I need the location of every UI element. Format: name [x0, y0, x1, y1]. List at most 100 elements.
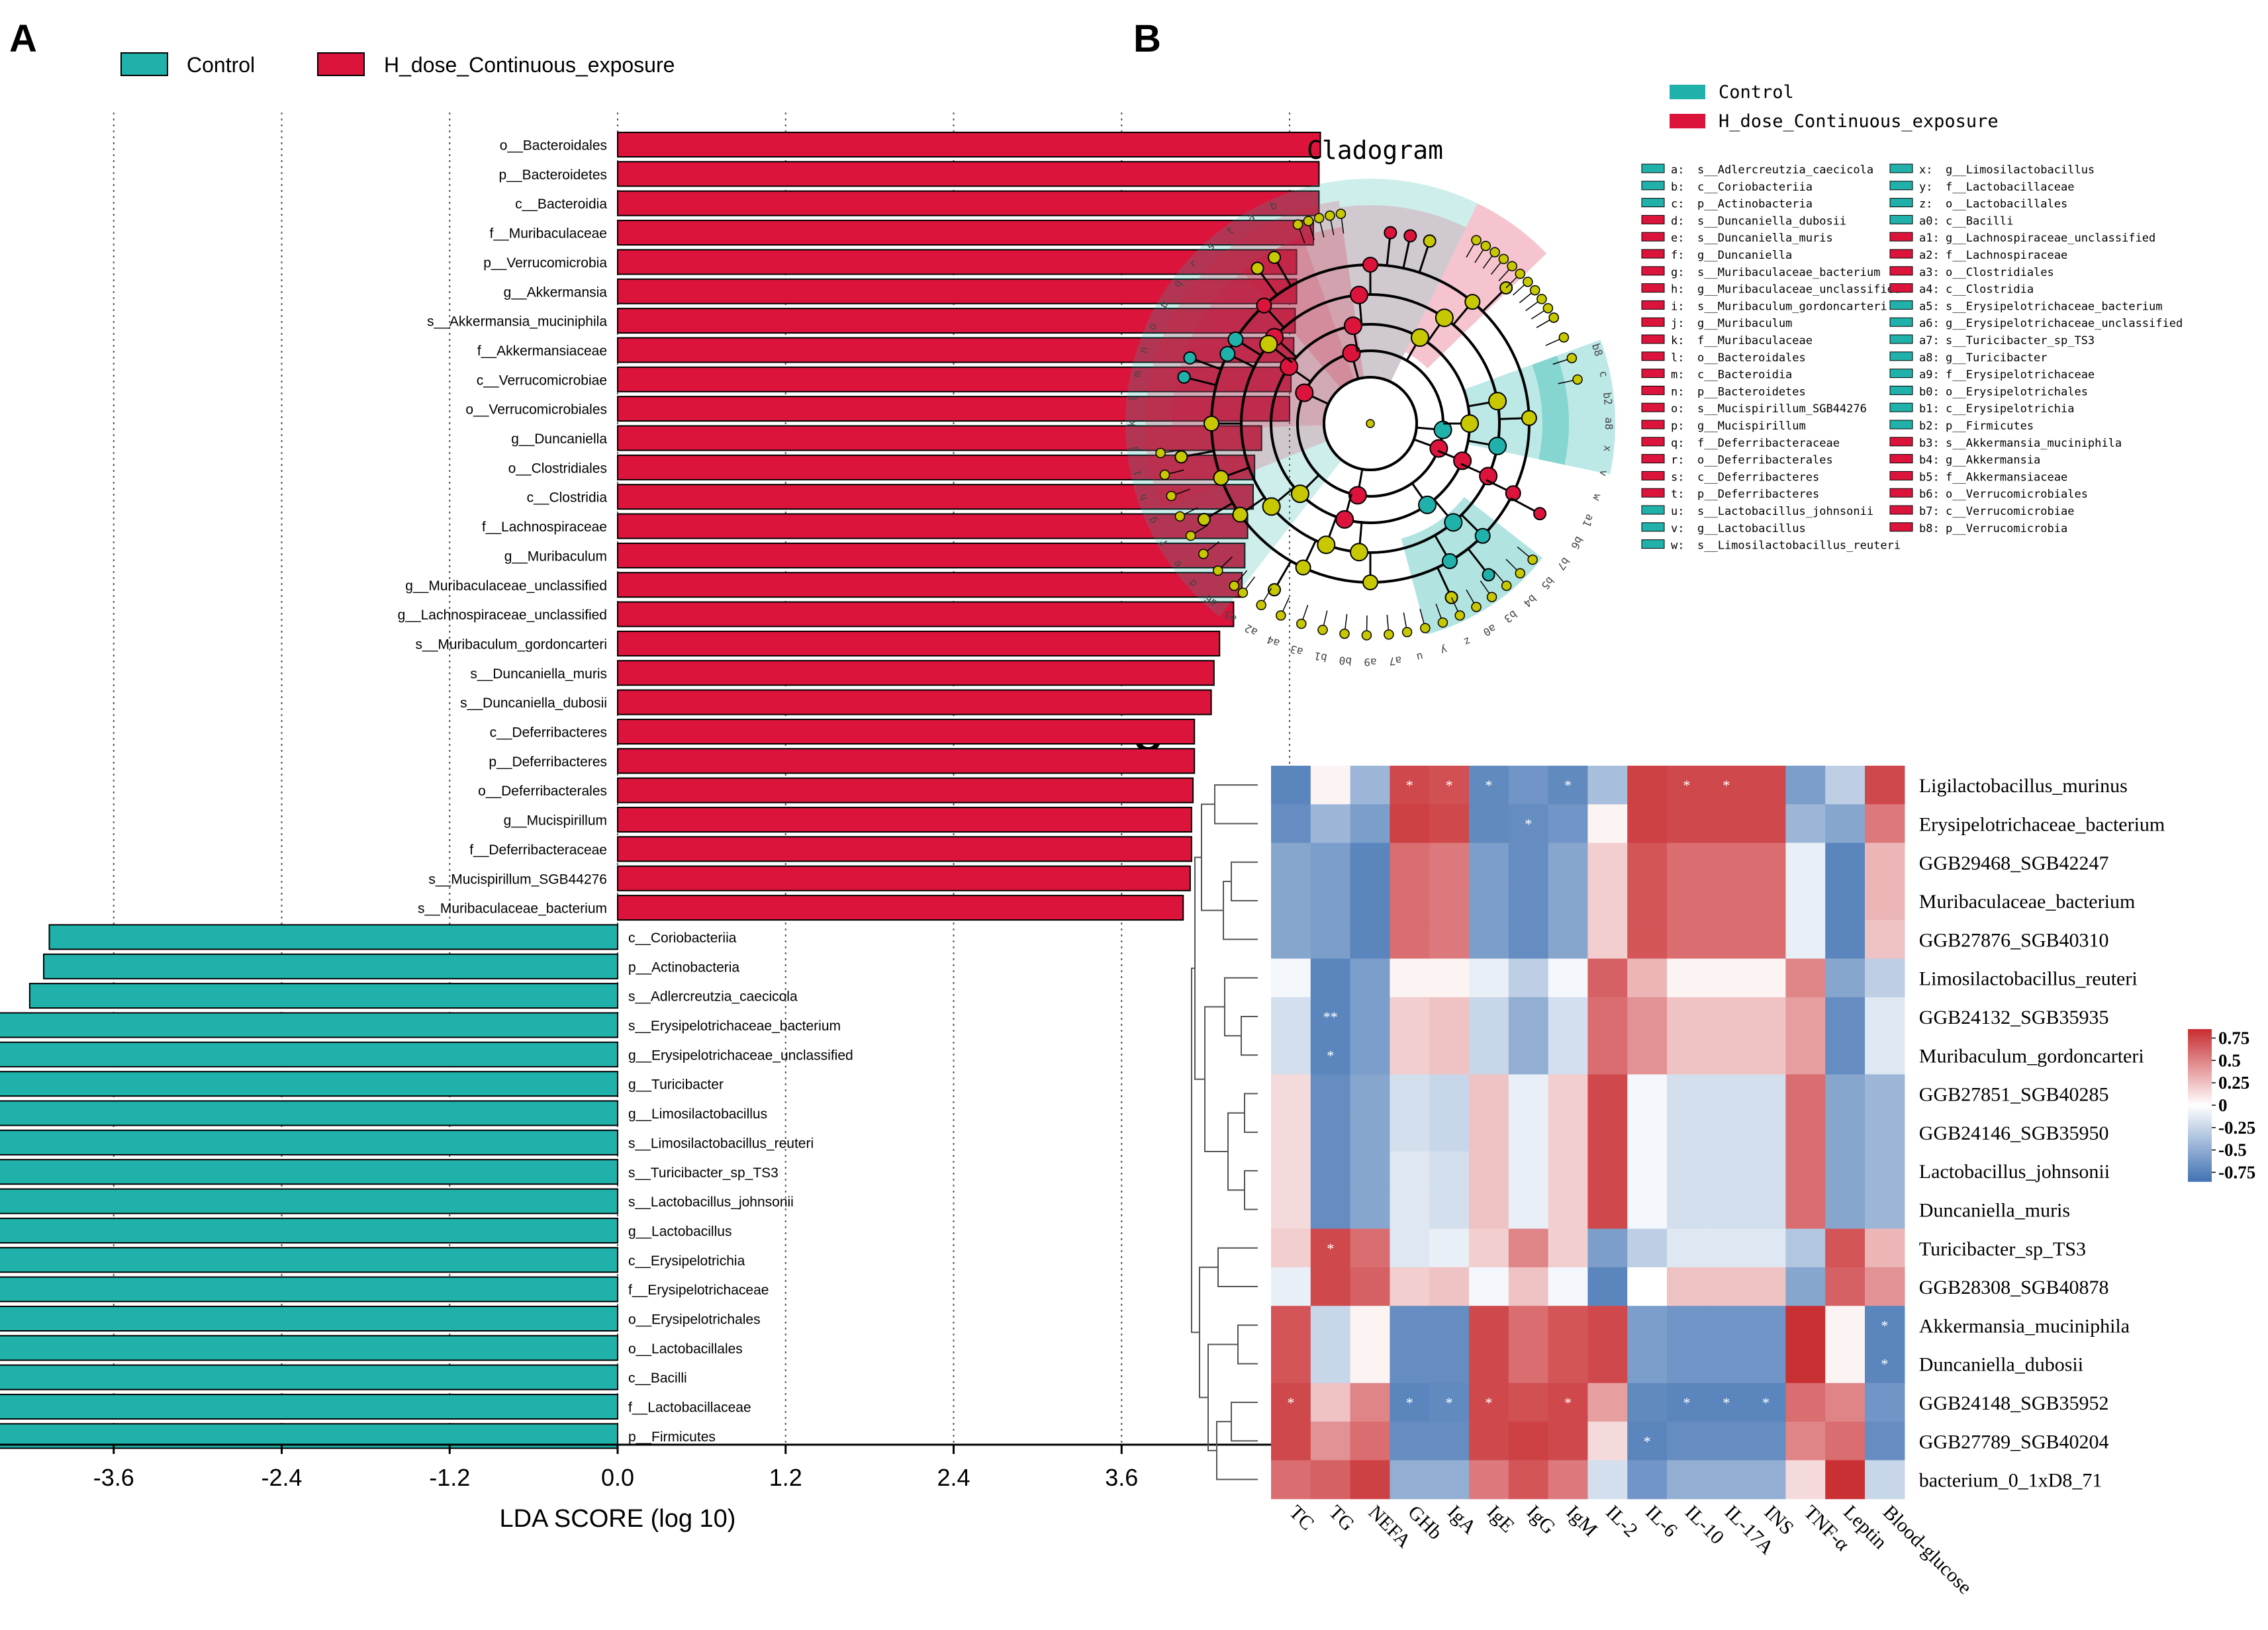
clade-leaf-node: [1471, 235, 1482, 246]
heatmap-cell: [1350, 1190, 1390, 1230]
clade-node: [1295, 559, 1311, 576]
heatmap-cell: [1706, 1036, 1747, 1075]
colorbar-segment: [2188, 1049, 2212, 1053]
heatmap-cell: [1310, 1460, 1351, 1500]
heatmap-cell: [1350, 804, 1390, 844]
heatmap-cell: [1271, 1422, 1311, 1461]
clade-sector-actinobacteria: [1463, 340, 1615, 475]
heatmap-cell: [1271, 997, 1311, 1036]
heatmap-cell: [1667, 1267, 1707, 1306]
lda-bar: [0, 1100, 618, 1126]
key-code: j:: [1671, 317, 1684, 330]
heatmap-cell: [1548, 842, 1588, 882]
heatmap-cell: [1825, 1228, 1866, 1268]
heatmap-cell: [1508, 1344, 1549, 1384]
heatmap-cell: [1508, 958, 1549, 998]
lda-bar: [617, 249, 1298, 275]
key-name: s__Duncaniella_dubosii: [1697, 214, 1846, 228]
colorbar-segment: [2188, 1100, 2212, 1103]
heatmap-cell: [1587, 1074, 1628, 1114]
heatmap-cell: [1508, 766, 1549, 805]
heatmap-cell: [1865, 1382, 1905, 1422]
clade-leaf-node: [1486, 592, 1497, 602]
clade-node: [1213, 470, 1229, 486]
clade-outer-label: m: [1130, 369, 1144, 378]
significance-star: *: [1644, 1433, 1651, 1449]
key-name: g__Erysipelotrichaceae_unclassified: [1946, 317, 2183, 330]
heatmap-cell: [1706, 958, 1747, 998]
key-swatch: [1641, 198, 1665, 208]
heatmap-cell: [1390, 1074, 1430, 1114]
heatmap-cell: [1469, 842, 1509, 882]
clade-node: [1348, 486, 1367, 505]
heatmap-cell: [1310, 1112, 1351, 1152]
heatmap-cell: [1350, 1306, 1390, 1345]
clade-node: [1268, 250, 1281, 264]
lda-bar: [617, 630, 1221, 657]
key-name: p__Firmicutes: [1946, 420, 2034, 433]
key-swatch: [1641, 266, 1665, 276]
heatmap-cell: [1508, 997, 1549, 1036]
heatmap-cell: [1746, 842, 1786, 882]
heatmap-cell: [1865, 1344, 1905, 1384]
heatmap-cell: [1548, 1382, 1588, 1422]
heatmap-cell: [1627, 1460, 1668, 1500]
key-code: b4:: [1919, 454, 1940, 467]
heatmap-cell: [1429, 1267, 1470, 1306]
clade-node: [1411, 328, 1429, 347]
key-code: a7:: [1919, 334, 1940, 347]
heatmap-cell: [1706, 1460, 1747, 1500]
heatmap-cell: [1508, 1382, 1549, 1422]
key-swatch: [1889, 266, 1913, 276]
key-name: g__Duncaniella: [1697, 249, 1792, 262]
heatmap-row-label: Ligilactobacillus_murinus: [1919, 775, 2128, 797]
colorbar-segment: [2188, 1069, 2212, 1073]
heatmap-cell: [1390, 1228, 1430, 1268]
lda-bar: [617, 454, 1256, 480]
heatmap-cell: [1271, 881, 1311, 921]
heatmap-cell: [1310, 1344, 1351, 1384]
heatmap-cell: [1390, 1306, 1430, 1345]
colorbar-segment: [2188, 1034, 2212, 1038]
clade-outer-label: a1: [1580, 512, 1597, 529]
colorbar-segment: [2188, 1062, 2212, 1065]
key-code: a8:: [1919, 351, 1940, 365]
heatmap-cell: [1390, 881, 1430, 921]
heatmap-cell: [1746, 1344, 1786, 1384]
heatmap-row-label: GGB29468_SGB42247: [1919, 852, 2109, 874]
key-swatch: [1641, 317, 1665, 327]
heatmap-cell: [1667, 1190, 1707, 1230]
heatmap-cell: [1310, 1036, 1351, 1075]
lda-bar-label: c__Deferribacteres: [490, 725, 607, 741]
key-swatch: [1641, 539, 1665, 549]
heatmap-cell: [1825, 881, 1866, 921]
dendrogram-branch: [1194, 856, 1205, 1080]
clade-outer-label: a7: [1388, 654, 1402, 668]
colorbar-segment: [2188, 1039, 2212, 1042]
colorbar-segment: [2188, 1138, 2212, 1142]
dendrogram-branch: [1244, 1093, 1258, 1133]
lda-bar: [617, 132, 1321, 158]
heatmap-cell: [1627, 842, 1668, 882]
heatmap-cell: [1865, 920, 1905, 960]
dendrogram-branch: [1223, 880, 1258, 940]
lda-bar: [0, 1335, 619, 1361]
colorbar-segment: [2188, 1166, 2212, 1169]
colorbar-tick-label: -0.5: [2218, 1140, 2247, 1160]
key-name: s__Limosilactobacillus_reuteri: [1697, 539, 1901, 553]
colorbar-segment: [2188, 1140, 2212, 1144]
lda-bar: [617, 425, 1262, 451]
key-swatch: [1641, 505, 1665, 515]
legend-swatch-control: [120, 52, 168, 76]
heatmap-cell: [1469, 766, 1509, 805]
key-code: a9:: [1919, 369, 1940, 382]
key-name: s__Erysipelotrichaceae_bacterium: [1946, 300, 2163, 313]
heatmap-cell: [1271, 1344, 1311, 1384]
heatmap-cell: [1310, 1422, 1351, 1461]
key-code: p:: [1671, 420, 1684, 433]
heatmap-cell: [1865, 997, 1905, 1036]
clade-outer-label: b7: [1554, 555, 1572, 573]
clade-node: [1442, 553, 1458, 569]
lda-bar: [617, 484, 1254, 510]
heatmap-cell: [1271, 920, 1311, 960]
